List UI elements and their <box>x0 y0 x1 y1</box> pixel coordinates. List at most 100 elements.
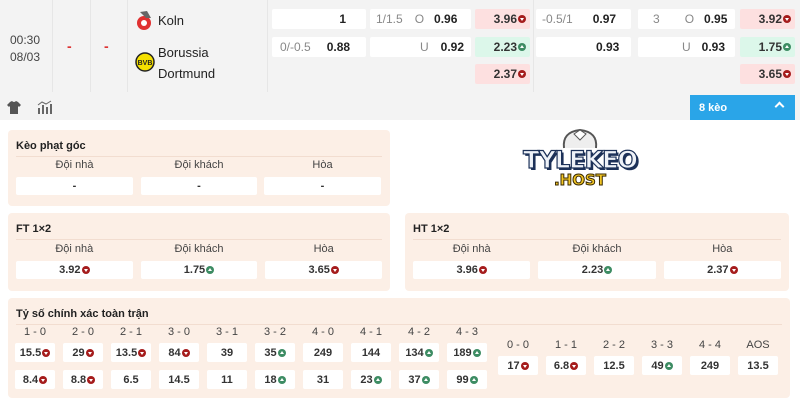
score-odd[interactable]: 11 <box>207 370 247 389</box>
divider <box>52 0 53 92</box>
ou-odd: 0.92 <box>440 40 465 54</box>
ft-under[interactable]: U 0.92 <box>370 37 471 57</box>
score-odd[interactable]: 13.5 <box>738 356 778 375</box>
ft-handicap-home[interactable]: 1 <box>272 9 366 29</box>
col-label: Đội khách <box>572 243 622 255</box>
score-odd[interactable]: 15.5 <box>15 343 55 362</box>
ft-odd[interactable]: 3.92 <box>16 261 133 279</box>
koln-crest-icon <box>137 11 151 30</box>
arrow-up-icon <box>421 375 430 384</box>
score-odd[interactable]: 249 <box>303 343 343 362</box>
odd-value: 3.96 <box>493 12 517 26</box>
ht-handicap-home[interactable]: -0.5/1 0.97 <box>536 9 631 29</box>
shirt-icon[interactable] <box>7 101 21 114</box>
ft-over[interactable]: 1/1.5 O 0.96 <box>370 9 471 29</box>
ht-under[interactable]: U 0.93 <box>638 37 735 57</box>
score-odd[interactable]: 6.8 <box>546 356 586 375</box>
ft-handicap-away[interactable]: 0/-0.5 0.88 <box>272 37 366 57</box>
ft-odd[interactable]: 1.75 <box>140 261 258 279</box>
ht-1x2-draw[interactable]: 3.65 <box>740 64 795 84</box>
tylekeo-logo: TYLEKEO .HOST <box>515 128 645 200</box>
odd-value: 3.65 <box>758 67 782 81</box>
ht-1x2-home[interactable]: 3.92 <box>740 9 795 29</box>
score-odd[interactable]: 14.5 <box>159 370 199 389</box>
panel-title: HT 1×2 <box>413 223 450 235</box>
corner-away-odd[interactable]: - <box>141 177 257 195</box>
away-team-line2: Dortmund <box>158 66 216 81</box>
ou-line: 1/1.5 <box>376 12 403 26</box>
panel-title: FT 1×2 <box>16 223 52 235</box>
arrow-down-icon <box>85 348 94 357</box>
score-odd[interactable]: 23 <box>351 370 391 389</box>
score-odd[interactable]: 144 <box>351 343 391 362</box>
score-label: 4 - 3 <box>455 326 478 338</box>
arrow-up-icon <box>664 361 673 370</box>
ht-odd[interactable]: 2.37 <box>663 261 781 279</box>
ft-odd[interactable]: 3.65 <box>265 261 382 279</box>
arrow-down-icon <box>87 375 96 384</box>
ht-odd[interactable]: 2.23 <box>538 261 656 279</box>
ht-odd[interactable]: 3.96 <box>413 261 531 279</box>
arrow-down-icon <box>330 266 339 274</box>
score-label: 2 - 0 <box>71 326 94 338</box>
divider <box>413 239 781 240</box>
score-odd[interactable]: 8.4 <box>15 370 55 389</box>
arrow-down-icon <box>518 15 526 23</box>
score-odd[interactable]: 249 <box>690 356 730 375</box>
kickoff-time: 00:30 <box>9 33 41 47</box>
away-team[interactable]: Borussia Dortmund <box>158 42 215 84</box>
col-label: Hòa <box>312 159 333 171</box>
score-odd[interactable]: 29 <box>63 343 103 362</box>
score-odd[interactable]: 37 <box>399 370 439 389</box>
odd-value: 14.5 <box>168 373 190 386</box>
hdp-odd: 0.93 <box>596 40 620 54</box>
ft-1x2-home[interactable]: 3.96 <box>475 9 530 29</box>
stats-icon[interactable] <box>37 100 53 115</box>
score-odd[interactable]: 84 <box>159 343 199 362</box>
match-time: 00:30 08/03 <box>0 32 50 66</box>
divider <box>267 0 268 92</box>
score-odd[interactable]: 6.5 <box>111 370 151 389</box>
ht-over[interactable]: 3 O 0.95 <box>638 9 735 29</box>
score-odd[interactable]: 13.5 <box>111 343 151 362</box>
more-markets-button[interactable]: 8 kèo <box>690 95 795 120</box>
arrow-up-icon <box>469 375 478 384</box>
score-label: 3 - 0 <box>167 326 190 338</box>
score-odd[interactable]: 134 <box>399 343 439 362</box>
score-label: 2 - 1 <box>119 326 142 338</box>
odd-value: 3.92 <box>758 12 782 26</box>
ball-logo-icon <box>562 128 598 149</box>
score-odd[interactable]: 189 <box>447 343 487 362</box>
col-label: Đội khách <box>174 243 224 255</box>
col-label: Đội khách <box>174 159 224 171</box>
score-odd[interactable]: 39 <box>207 343 247 362</box>
corner-draw-odd[interactable]: - <box>264 177 381 195</box>
odd-value: 1.75 <box>758 40 782 54</box>
ht-1x2-away[interactable]: 1.75 <box>740 37 795 57</box>
odd-value: 15.5 <box>19 346 42 359</box>
ft-1x2-away[interactable]: 2.23 <box>475 37 530 57</box>
score-odd[interactable]: 99 <box>447 370 487 389</box>
score-odd[interactable]: 31 <box>303 370 343 389</box>
ou-odd: 0.95 <box>704 12 728 26</box>
score-odd[interactable]: 8.8 <box>63 370 103 389</box>
score-odd[interactable]: 12.5 <box>594 356 634 375</box>
score-odd[interactable]: 35 <box>255 343 295 362</box>
odd-value: 2.37 <box>493 67 517 81</box>
score-odd[interactable]: 49 <box>642 356 682 375</box>
ht-handicap-away[interactable]: 0.93 <box>536 37 631 57</box>
odd-value: 2.37 <box>707 264 729 276</box>
score-label: 4 - 1 <box>359 326 382 338</box>
ft-1x2-draw[interactable]: 2.37 <box>475 64 530 84</box>
arrow-down-icon <box>42 348 51 357</box>
score-odd[interactable]: 18 <box>255 370 295 389</box>
corner-home-odd[interactable]: - <box>16 177 133 195</box>
score-odd[interactable]: 17 <box>498 356 538 375</box>
score-label: 3 - 2 <box>263 326 286 338</box>
svg-text:BVB: BVB <box>138 60 153 67</box>
score-label: 1 - 1 <box>554 339 577 351</box>
odd-value: 8.8 <box>70 373 87 386</box>
arrow-up-icon <box>604 266 613 274</box>
home-team[interactable]: Koln <box>158 13 185 28</box>
arrow-down-icon <box>39 375 48 384</box>
